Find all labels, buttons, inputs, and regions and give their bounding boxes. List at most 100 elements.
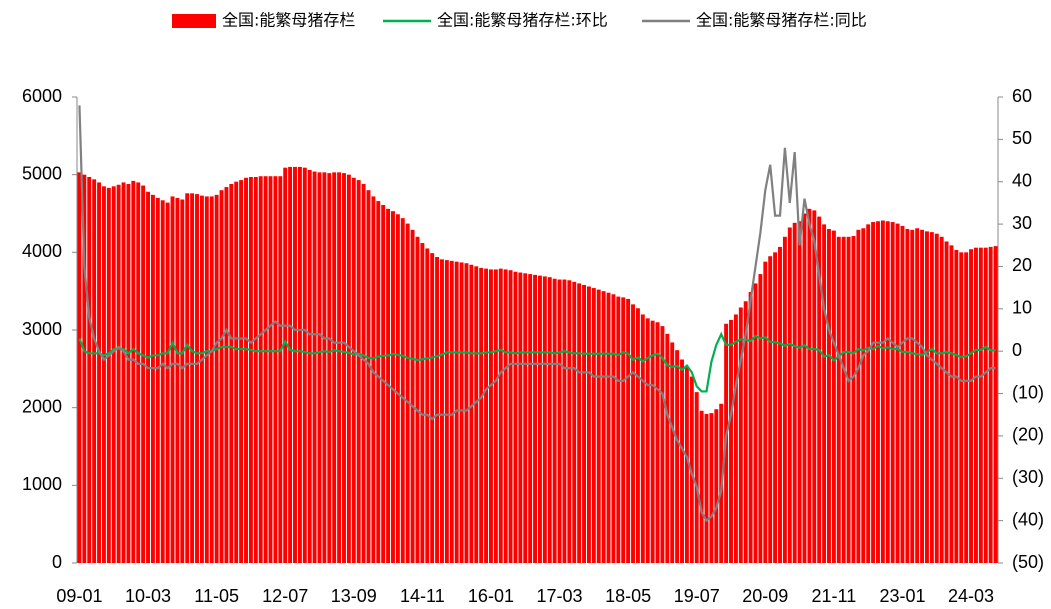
bar xyxy=(763,261,768,563)
bar xyxy=(170,196,175,563)
bar xyxy=(479,267,484,563)
bar xyxy=(689,376,694,563)
bar xyxy=(758,274,763,563)
bar xyxy=(371,196,376,563)
bar xyxy=(787,227,792,564)
bar xyxy=(802,213,807,563)
bar xyxy=(464,263,469,563)
bar xyxy=(410,229,415,563)
y2-tick-label: 10 xyxy=(1012,298,1032,318)
x-tick-label: 19-07 xyxy=(674,586,720,606)
y2-tick-label: (10) xyxy=(1012,382,1044,402)
bar xyxy=(773,252,778,564)
bar xyxy=(101,186,106,564)
x-tick-label: 09-01 xyxy=(56,586,102,606)
bar xyxy=(650,320,655,563)
x-tick-label: 20-09 xyxy=(742,586,788,606)
bar xyxy=(621,297,626,563)
bar xyxy=(111,186,116,564)
bar xyxy=(317,172,322,563)
x-tick-label: 23-01 xyxy=(879,586,925,606)
bar xyxy=(528,274,533,563)
bar xyxy=(601,291,606,563)
bar xyxy=(856,229,861,563)
bar xyxy=(871,222,876,563)
y-tick-label: 4000 xyxy=(22,241,62,261)
bar xyxy=(440,259,444,563)
bar xyxy=(253,176,258,563)
line xyxy=(78,331,996,393)
bar xyxy=(591,288,596,563)
bar xyxy=(876,221,880,563)
bar xyxy=(400,218,405,563)
bar xyxy=(900,225,905,563)
bar xyxy=(635,308,640,563)
bar xyxy=(915,228,920,564)
bar xyxy=(523,273,528,563)
bar xyxy=(489,269,493,563)
bar xyxy=(150,194,155,564)
legend-label: 全国:能繁母猪存栏 xyxy=(222,11,355,30)
y2-tick-label: 20 xyxy=(1012,255,1032,275)
x-tick-label: 17-03 xyxy=(537,586,583,606)
bar xyxy=(562,279,567,563)
bar xyxy=(880,220,885,564)
bar xyxy=(141,185,146,564)
bar xyxy=(351,177,356,564)
bar xyxy=(484,268,489,563)
bar xyxy=(415,236,420,564)
bar xyxy=(552,278,557,563)
y2-tick-label: 0 xyxy=(1012,340,1022,360)
bar xyxy=(729,319,733,563)
bar xyxy=(214,194,219,564)
y-tick-label: 0 xyxy=(52,552,62,572)
bar xyxy=(342,173,346,563)
bar xyxy=(895,223,900,563)
x-tick-label: 12-07 xyxy=(262,586,308,606)
bar xyxy=(714,409,719,563)
bar xyxy=(670,342,675,563)
x-tick-label: 16-01 xyxy=(468,586,514,606)
bar xyxy=(910,229,915,563)
bar xyxy=(155,197,160,563)
bar xyxy=(273,176,278,563)
bar xyxy=(586,286,591,563)
bar xyxy=(822,224,827,563)
bar xyxy=(449,260,454,563)
bar xyxy=(312,171,317,563)
bar xyxy=(302,167,307,563)
bar xyxy=(929,232,934,563)
bar xyxy=(567,280,572,563)
bar xyxy=(454,261,459,563)
bar xyxy=(680,359,684,563)
x-tick-label: 10-03 xyxy=(125,586,171,606)
y-tick-label: 5000 xyxy=(22,163,62,183)
bar xyxy=(572,281,577,563)
bar xyxy=(356,180,361,563)
bar xyxy=(831,230,836,563)
y-tick-label: 6000 xyxy=(22,86,62,106)
bar xyxy=(699,410,704,563)
bar xyxy=(547,277,552,563)
x-tick-label: 24-03 xyxy=(948,586,994,606)
bar xyxy=(949,245,954,564)
bar xyxy=(513,271,518,563)
bar xyxy=(743,301,748,563)
y2-tick-label: (50) xyxy=(1012,552,1044,572)
bar xyxy=(297,166,302,563)
y-tick-label: 2000 xyxy=(22,396,62,416)
bar xyxy=(978,247,983,563)
bar xyxy=(934,233,939,563)
y2-tick-label: (40) xyxy=(1012,509,1044,529)
bar xyxy=(391,211,395,564)
x-tick-label: 14-11 xyxy=(400,586,445,606)
bar xyxy=(131,180,136,563)
bar xyxy=(836,236,841,564)
bar xyxy=(376,201,381,563)
bar xyxy=(890,222,895,563)
bar xyxy=(969,249,974,563)
bar xyxy=(954,250,959,563)
bar xyxy=(395,214,400,563)
bar xyxy=(675,350,680,563)
